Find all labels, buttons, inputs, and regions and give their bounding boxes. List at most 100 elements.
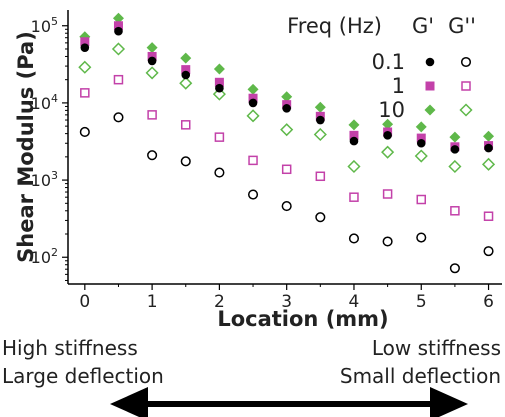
x-tick-label: 6 (483, 292, 494, 312)
data-point-0_1hz-gprime (147, 56, 157, 66)
data-point-10hz-gdoubleprime (313, 127, 327, 142)
legend-marker-gdoubleprime (459, 103, 473, 117)
data-point-10hz-gprime (415, 121, 427, 133)
data-point-10hz-gdoubleprime (414, 149, 428, 163)
legend-row-label: 1 (392, 74, 405, 98)
x-tick-label: 4 (349, 292, 360, 312)
x-tick-label: 1 (147, 292, 158, 312)
caption-high-stiffness: High stiffness (2, 336, 138, 360)
data-point-0_1hz-gprime (282, 104, 291, 113)
data-point-10hz-gdoubleprime (179, 76, 193, 90)
data-point-0_1hz-gdoubleprime (180, 156, 191, 167)
legend-marker-gdoubleprime (460, 56, 472, 68)
data-point-10hz-gdoubleprime (145, 66, 159, 80)
data-point-0_1hz-gprime (181, 70, 191, 80)
y-tick-label: 104 (31, 92, 58, 113)
data-point-10hz-gprime (247, 83, 259, 95)
x-tick-label: 0 (79, 292, 90, 312)
data-point-1hz-gprime (181, 65, 191, 75)
data-point-10hz-gprime (382, 118, 394, 130)
data-point-0_1hz-gprime (80, 43, 90, 52)
data-point-1hz-gdoubleprime (382, 189, 393, 199)
caption-small-deflection: Small deflection (339, 364, 501, 388)
legend-col-gprime: G' (412, 14, 434, 38)
data-point-10hz-gdoubleprime (78, 60, 92, 74)
legend-row-label: 0.1 (372, 50, 405, 74)
data-point-1hz-gdoubleprime (416, 194, 427, 205)
legend-title: Freq (Hz) (287, 14, 382, 38)
y-tick-label: 105 (31, 15, 58, 36)
data-point-10hz-gdoubleprime (280, 123, 294, 137)
data-point-10hz-gprime (146, 42, 158, 54)
data-point-1hz-gdoubleprime (80, 88, 90, 98)
data-point-0_1hz-gprime (450, 145, 460, 154)
data-point-10hz-gdoubleprime (381, 145, 395, 159)
data-point-0_1hz-gdoubleprime (348, 233, 360, 244)
y-tick-label: 102 (31, 246, 58, 267)
shear-modulus-chart: 0 1 2 3 4 5 6 102 103 104 105 Location (mm) Shear Mo… (14, 10, 502, 330)
caption-low-stiffness: Low stiffness (371, 336, 501, 360)
data-point-1hz-gdoubleprime (315, 171, 326, 182)
data-point-10hz-gdoubleprime (212, 87, 226, 101)
data-point-1hz-gdoubleprime (248, 155, 258, 166)
data-point-1hz-gprime (416, 133, 426, 143)
data-point-10hz-gprime (281, 91, 293, 103)
x-tick-label: 5 (416, 292, 427, 312)
data-point-0_1hz-gdoubleprime (214, 167, 225, 178)
data-point-0_1hz-gdoubleprime (247, 189, 259, 200)
x-axis-label: Location (mm) (217, 307, 388, 330)
arrow-head-left (110, 387, 148, 417)
data-point-1hz-gdoubleprime (281, 164, 292, 175)
data-point-0_1hz-gprime (349, 136, 359, 146)
data-point-1hz-gprime (147, 51, 157, 61)
legend-marker-gdoubleprime (461, 81, 471, 91)
data-point-10hz-gdoubleprime (481, 157, 496, 171)
legend-marker-gprime (425, 81, 435, 91)
legend-marker-gprime (424, 104, 436, 116)
arrow-head-right (430, 387, 468, 417)
data-point-10hz-gprime (180, 52, 192, 64)
data-point-0_1hz-gdoubleprime (483, 246, 494, 257)
data-point-10hz-gdoubleprime (347, 159, 361, 174)
legend-row-label: 10 (378, 98, 405, 122)
data-point-0_1hz-gprime (114, 26, 123, 36)
data-point-0_1hz-gprime (316, 115, 325, 125)
data-point-0_1hz-gprime (416, 138, 426, 148)
data-point-0_1hz-gprime (248, 98, 258, 108)
legend-col-gdoubleprime: G'' (448, 14, 476, 38)
data-point-1hz-gdoubleprime (349, 192, 359, 202)
y-axis-label: Shear Modulus (Pa) (14, 31, 38, 263)
data-point-1hz-gdoubleprime (483, 211, 494, 221)
data-point-1hz-gprime (80, 37, 90, 47)
data-point-10hz-gdoubleprime (111, 42, 126, 56)
data-point-0_1hz-gdoubleprime (147, 150, 158, 161)
data-point-0_1hz-gprime (215, 83, 224, 93)
data-point-1hz-gprime (248, 93, 258, 103)
data-point-10hz-gdoubleprime (246, 109, 260, 123)
data-point-1hz-gdoubleprime (450, 206, 460, 216)
data-point-0_1hz-gdoubleprime (79, 126, 90, 138)
data-point-10hz-gprime (314, 101, 326, 113)
data-point-0_1hz-gdoubleprime (315, 212, 326, 223)
data-point-10hz-gprime (112, 12, 124, 24)
data-point-1hz-gdoubleprime (214, 132, 225, 142)
data-point-1hz-gprime (113, 21, 123, 31)
data-point-10hz-gprime (449, 131, 461, 143)
y-tick-label: 103 (31, 169, 58, 190)
data-point-0_1hz-gdoubleprime (416, 232, 427, 243)
data-point-0_1hz-gprime (484, 143, 493, 153)
data-point-10hz-gprime (213, 63, 225, 75)
data-point-10hz-gdoubleprime (448, 159, 462, 174)
data-point-1hz-gdoubleprime (113, 74, 124, 85)
data-point-1hz-gprime (214, 77, 224, 87)
data-point-0_1hz-gdoubleprime (449, 263, 460, 274)
data-point-10hz-gprime (348, 119, 360, 131)
data-point-0_1hz-gprime (383, 131, 392, 140)
data-point-0_1hz-gdoubleprime (382, 236, 393, 247)
x-tick-label: 3 (281, 292, 292, 312)
data-point-10hz-gprime (483, 130, 495, 142)
data-point-0_1hz-gdoubleprime (113, 112, 124, 123)
data-point-0_1hz-gdoubleprime (281, 201, 292, 212)
data-point-1hz-gdoubleprime (181, 120, 191, 130)
